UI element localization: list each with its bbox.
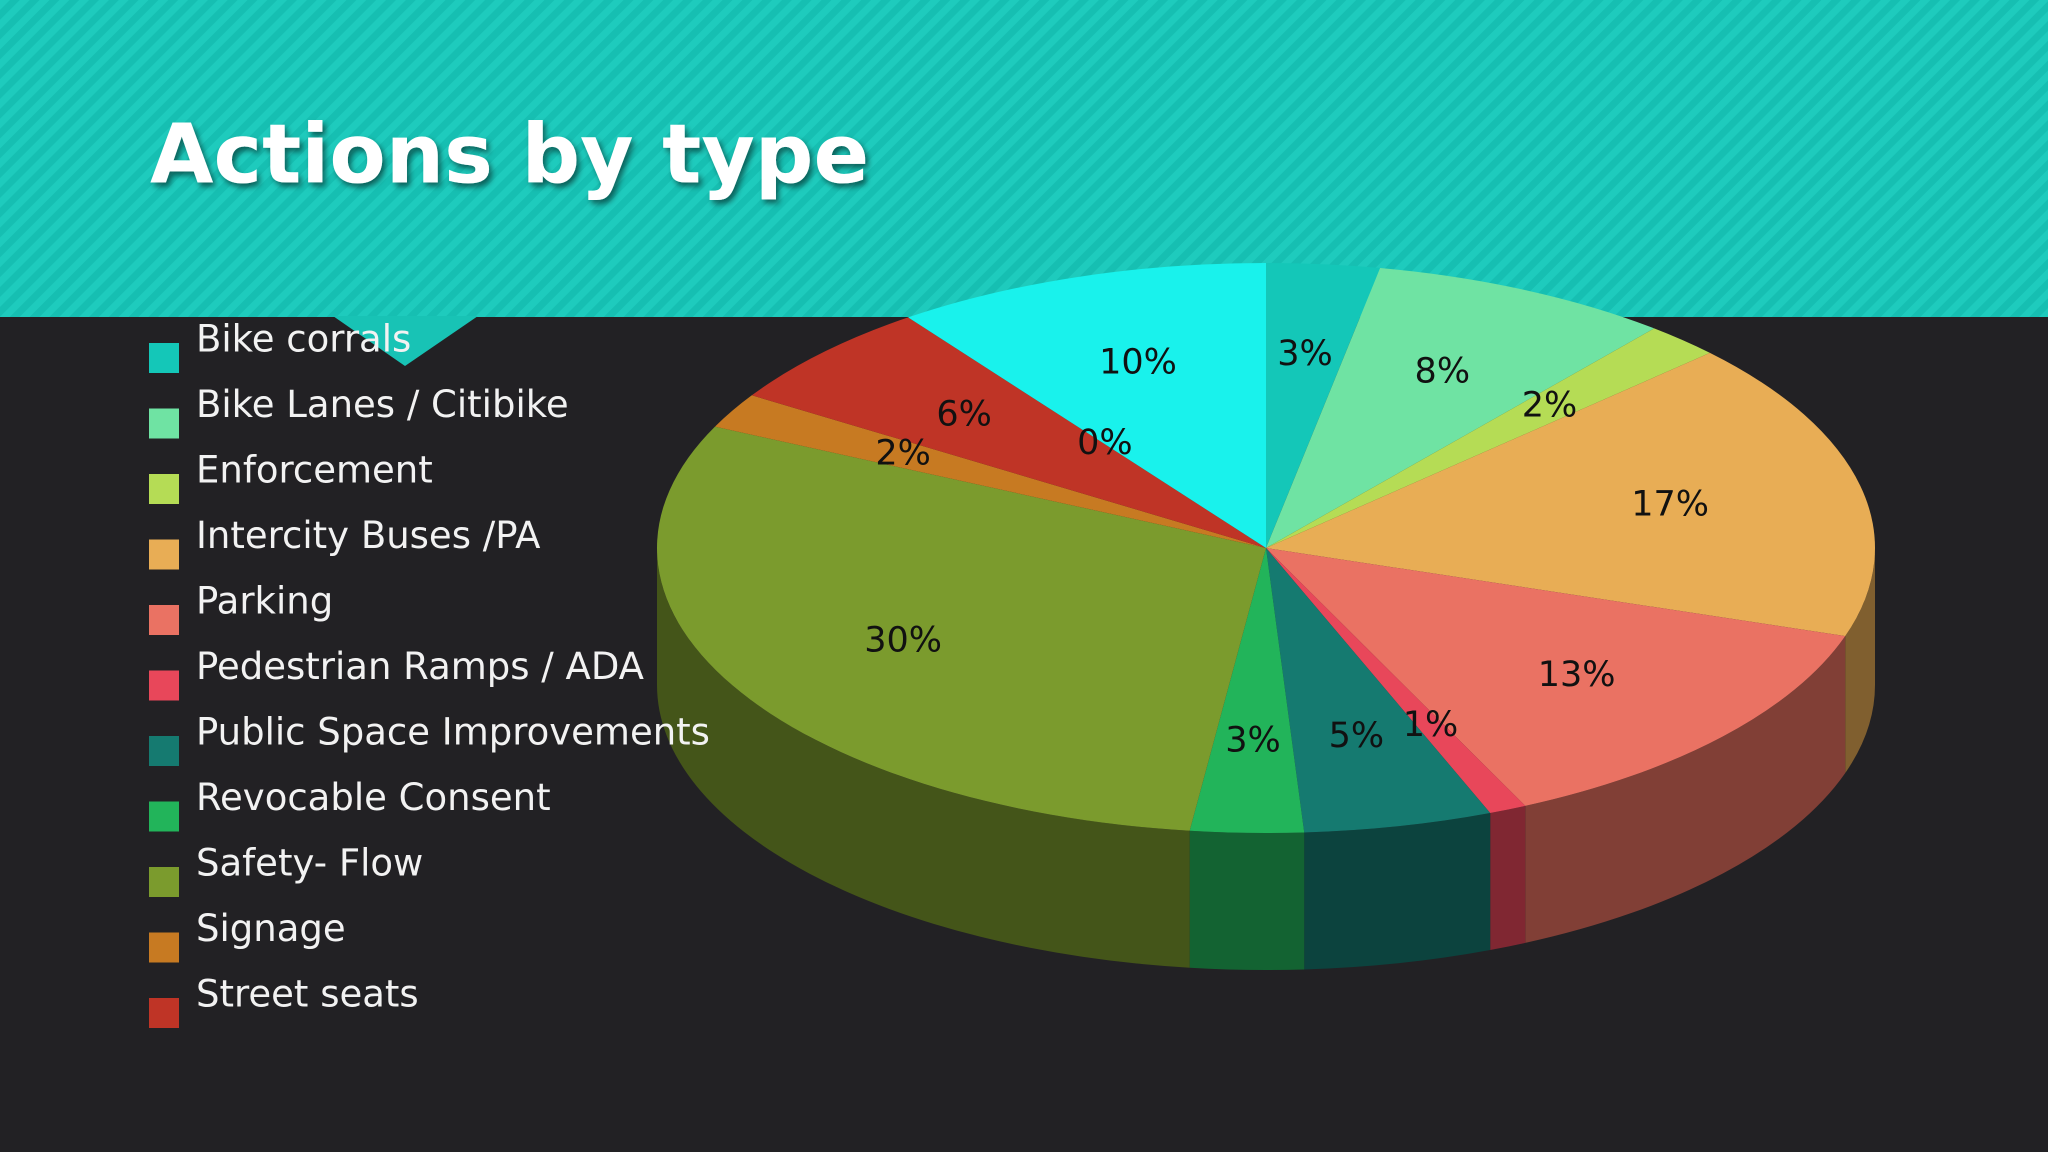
slice xyxy=(1189,548,1305,833)
slice-label: 3% xyxy=(1225,721,1281,761)
slice xyxy=(1266,548,1491,833)
slice xyxy=(751,317,1266,548)
legend-label: Bike Lanes / Citibike xyxy=(196,383,569,426)
legend-swatch xyxy=(149,867,179,897)
slice-label: 8% xyxy=(1415,352,1471,392)
slice-label: 5% xyxy=(1329,716,1385,756)
slice xyxy=(1266,328,1710,548)
slice-side xyxy=(1189,830,1305,970)
legend-swatch xyxy=(149,343,179,373)
legend-swatch xyxy=(149,539,179,570)
legend-swatch xyxy=(149,801,179,832)
legend-label: Parking xyxy=(196,580,333,623)
legend-label: Enforcement xyxy=(196,449,433,492)
slice-label: 13% xyxy=(1538,655,1616,695)
legend-swatch xyxy=(149,736,179,766)
legend-swatch xyxy=(149,670,179,701)
legend-label: Street seats xyxy=(196,973,419,1016)
slice-label: 30% xyxy=(864,620,942,660)
slice-side xyxy=(1845,548,1875,774)
slice-side xyxy=(1490,805,1526,950)
legend-label: Intercity Buses /PA xyxy=(196,514,540,557)
legend-label: Safety- Flow xyxy=(196,842,423,885)
slice-label: 2% xyxy=(1522,386,1578,426)
slice-label: 1% xyxy=(1403,705,1459,745)
legend-swatch xyxy=(149,932,179,963)
slice xyxy=(1266,263,1381,548)
legend-label: Public Space Improvements xyxy=(196,711,710,754)
legend-swatch xyxy=(149,998,179,1028)
legend-label: Revocable Consent xyxy=(196,776,551,819)
slice-label: 6% xyxy=(936,394,992,434)
header-band xyxy=(0,0,2048,317)
slice-label: 3% xyxy=(1277,334,1333,374)
slice xyxy=(1266,268,1655,548)
legend-swatch xyxy=(149,408,179,439)
slice-side xyxy=(1304,812,1491,970)
chart-title: Actions by type xyxy=(150,107,869,202)
legend-label: Bike corrals xyxy=(196,318,411,361)
legend-swatch xyxy=(149,474,179,504)
slice xyxy=(1266,548,1526,813)
header-notch xyxy=(333,316,478,366)
slice xyxy=(714,395,1266,548)
legend-swatch xyxy=(149,605,179,635)
slice-label: 0% xyxy=(1077,423,1133,463)
legend-label: Pedestrian Ramps / ADA xyxy=(196,645,644,688)
slice xyxy=(1266,548,1846,806)
slice xyxy=(657,426,1266,831)
slice-side xyxy=(1525,636,1846,943)
slice xyxy=(908,263,1266,548)
slice xyxy=(1266,352,1875,637)
slice-label: 17% xyxy=(1631,485,1709,525)
slice-label: 2% xyxy=(875,434,931,474)
slice-label: 10% xyxy=(1099,343,1177,383)
legend-label: Signage xyxy=(196,907,346,950)
slice-side xyxy=(657,548,1190,968)
